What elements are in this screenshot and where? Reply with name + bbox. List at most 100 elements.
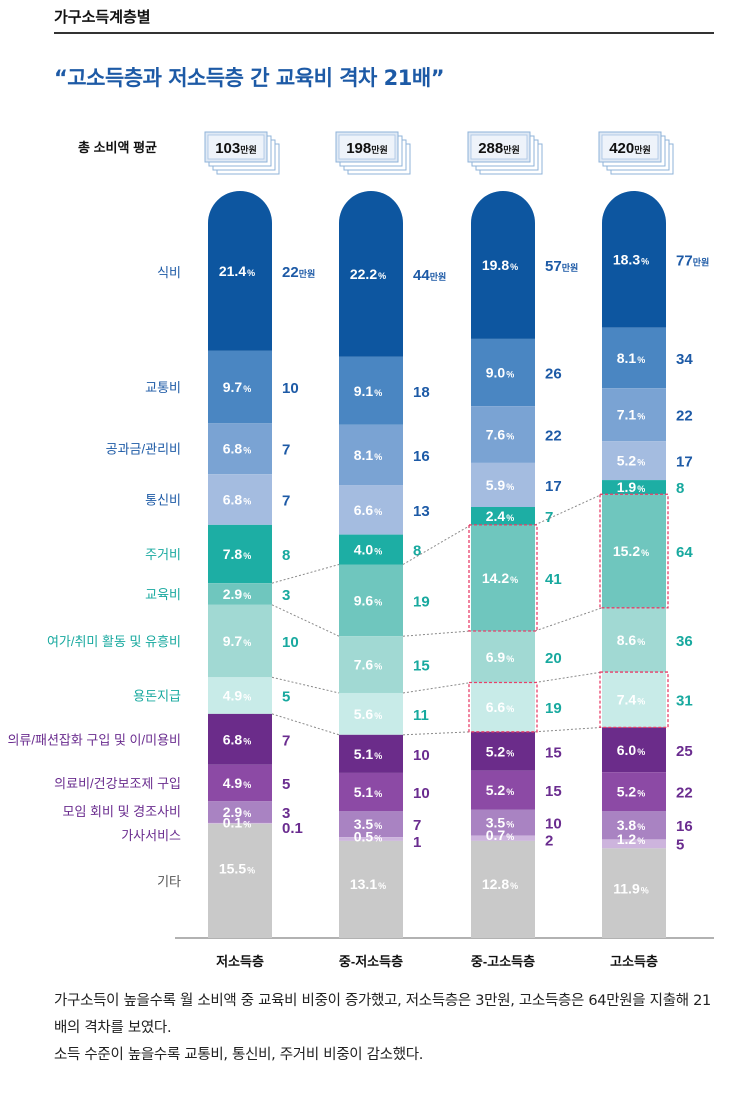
percent-sign: % [247,866,255,876]
connector-line [534,671,603,684]
amount-label: 10 [282,380,299,397]
money-badge: 103만원 [204,131,280,175]
amount-label: 8 [282,547,290,564]
highlight-box [599,493,669,609]
amount-unit: 만원 [562,262,579,273]
badge-inner [338,134,396,160]
percent-sign: % [641,548,649,558]
amount-label: 34 [676,351,693,368]
bar-segment [471,506,535,525]
bar-percent-label: 14.2% [482,570,518,586]
percent-sign: % [374,388,382,398]
bar-segment [208,713,272,765]
bar-segment [208,474,272,525]
series-label: 의료비/건강보조제 구입 [54,776,181,791]
bar-segment [471,406,535,463]
bar-percent-label: 13.1% [350,876,386,892]
amount-label: 16 [676,818,693,835]
percent-sign: % [243,551,251,561]
amount-label: 17 [676,454,693,471]
bar-segment [602,672,666,728]
percent-sign: % [378,881,386,891]
bar-segment [602,772,666,812]
money-badge: 288만원 [467,131,543,175]
amount-label: 41 [545,571,562,588]
highlight-box [468,681,538,733]
amount-label: 8 [413,543,421,560]
percent-sign: % [637,637,645,647]
percent-sign: % [374,452,382,462]
bar-segment [208,764,272,802]
total-unit: 만원 [371,144,388,155]
series-label: 식비 [157,265,181,280]
connector-line [271,604,340,637]
bar-segment [602,388,666,442]
percent-sign: % [510,881,518,891]
bar-segment [339,564,403,637]
money-badge: 420만원 [598,131,674,175]
amount-label: 10 [282,634,299,651]
amount-label: 26 [545,366,562,383]
total-value: 198만원 [346,140,388,157]
percent-sign: % [506,432,514,442]
connector-line [271,564,340,584]
bar-segment [602,839,666,849]
percent-sign: % [637,484,645,494]
percent-sign: % [510,262,518,272]
bar-segment [471,840,535,938]
bar-segment [339,734,403,773]
amount-label: 15 [545,783,562,800]
total-value: 288만원 [478,140,520,157]
percent-sign: % [374,507,382,517]
series-label: 의류/패션잡화 구입 및 이/미용비 [7,732,181,747]
amount-label: 15 [545,744,562,761]
percent-sign: % [510,575,518,585]
amount-label: 15 [413,658,430,675]
connector-line [534,607,603,632]
connector-line [402,682,472,694]
caption-line-2: 소득 수준이 높을수록 교통비, 통신비, 주거비 비중이 감소했다. [54,1047,424,1063]
amount-label: 16 [413,448,430,465]
percent-sign: % [243,591,251,601]
series-label: 모임 회비 및 경조사비 [63,804,181,819]
x-tick-label: 중-고소득층 [471,954,535,969]
percent-sign: % [506,370,514,380]
amount-label: 10 [545,816,562,833]
amount-label: 44만원 [413,267,446,284]
percent-sign: % [506,482,514,492]
caption: 가구소득이 높을수록 월 소비액 중 교육비 비중이 증가했고, 저소득층은 3… [54,988,722,1069]
amount-label: 7 [413,817,421,834]
amount-label: 5 [282,689,290,706]
percent-sign: % [637,789,645,799]
bar-segment [471,462,535,507]
series-label: 교통비 [145,380,181,395]
amount-label: 5 [282,776,290,793]
amount-label: 10 [413,747,430,764]
series-label: 주거비 [145,547,181,562]
amount-label: 0.1 [282,820,303,837]
amount-label: 10 [413,785,430,802]
bar-segment [208,583,272,605]
bar-segment [602,848,666,938]
amount-unit: 만원 [430,271,447,282]
bar-segment [208,423,272,475]
bar-segment [339,191,403,357]
series-label: 가사서비스 [121,828,181,843]
total-label: 총 소비액 평균 [78,140,157,155]
connector-line [534,493,603,526]
percent-sign: % [374,662,382,672]
series-label: 기타 [157,874,181,889]
bar-segment [339,534,403,565]
bar-segment [471,338,535,407]
percent-sign: % [506,820,514,830]
percent-sign: % [637,836,645,846]
amount-label: 2 [545,833,553,850]
amount-label: 18 [413,384,430,401]
section-label: 가구소득계층별 [54,8,151,26]
bar-segment [208,524,272,584]
percent-sign: % [378,271,386,281]
percent-sign: % [637,822,645,832]
amount-label: 20 [545,650,562,667]
amount-unit: 만원 [299,268,316,279]
bar-segment [208,604,272,678]
